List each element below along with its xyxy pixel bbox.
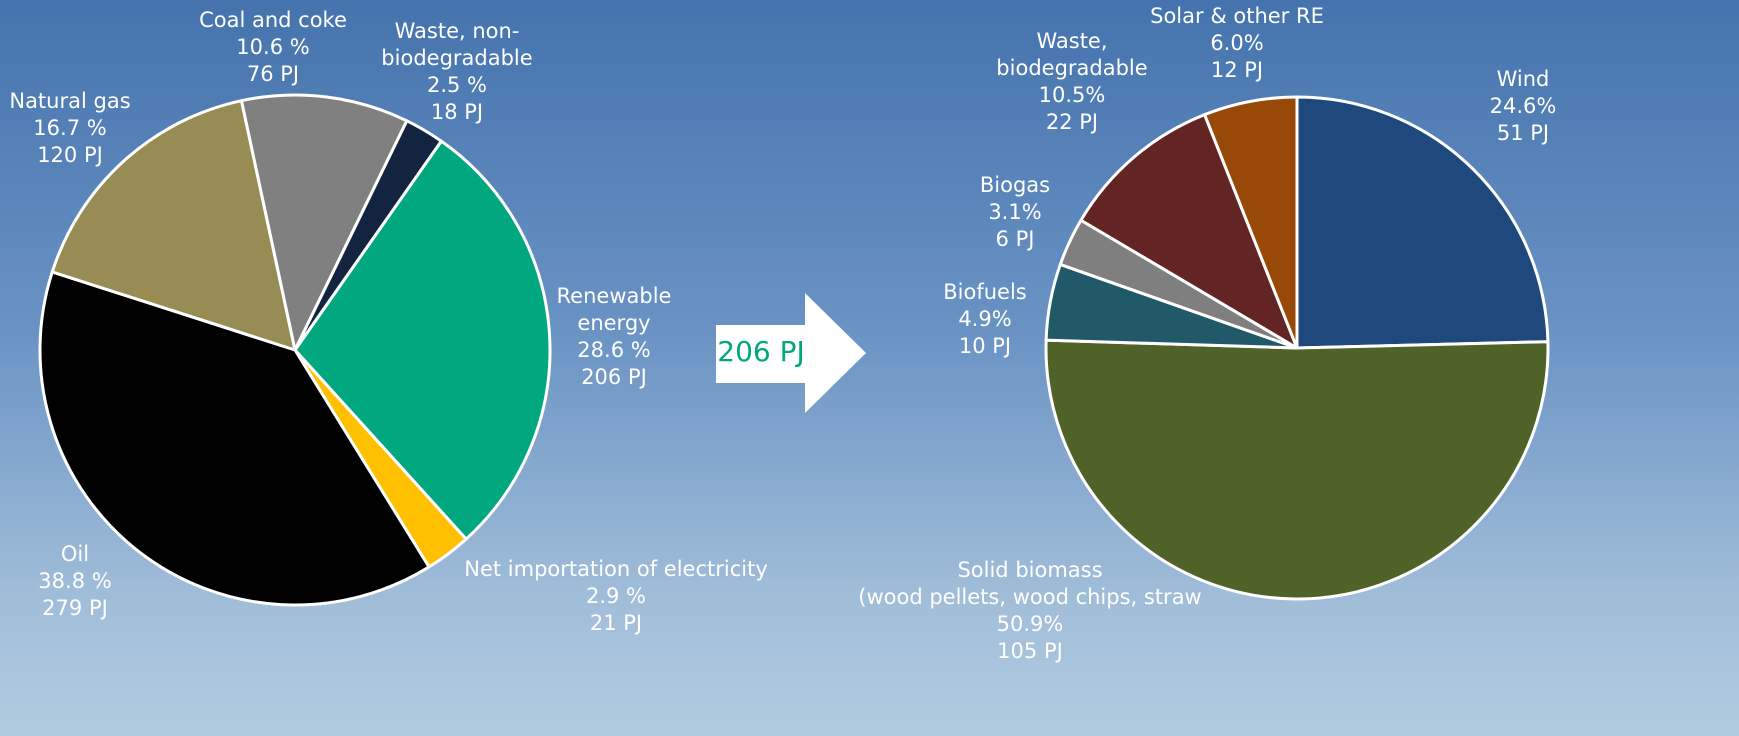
pie-slice <box>1203 95 1299 350</box>
category-label: Coal and coke <box>199 8 347 32</box>
slice-label: Net importation of electricity 2.9 % 21 PJ <box>464 556 768 637</box>
slice-label: Biogas 3.1% 6 PJ <box>980 172 1050 253</box>
category-label: Renewable energy <box>556 284 672 335</box>
pie-slice <box>239 93 409 352</box>
pie-slice <box>293 139 552 541</box>
pie-slice <box>1044 338 1550 601</box>
category-label: Oil <box>60 542 90 566</box>
percent-label: 38.8 % <box>38 569 112 593</box>
arrow <box>716 293 866 413</box>
percent-label: 6.0% <box>1210 31 1264 55</box>
pie-slice <box>50 99 297 352</box>
slice-label: Natural gas 16.7 % 120 PJ <box>9 88 130 169</box>
slice-label: Renewable energy 28.6 % 206 PJ <box>557 283 672 391</box>
slice-label: Coal and coke 10.6 % 76 PJ <box>199 7 347 88</box>
energy-label: 6 PJ <box>995 227 1035 251</box>
category-label: Natural gas <box>9 89 131 113</box>
energy-label: 21 PJ <box>589 611 643 635</box>
energy-label: 120 PJ <box>37 143 103 167</box>
pie-slice <box>38 270 431 607</box>
category-label: Wind <box>1496 67 1550 91</box>
energy-label: 206 PJ <box>581 365 647 389</box>
slice-label: Biofuels 4.9% 10 PJ <box>943 279 1027 360</box>
category-label: Net importation of electricity <box>464 557 768 581</box>
slice-label: Oil 38.8 % 279 PJ <box>38 541 111 622</box>
percent-label: 16.7 % <box>33 116 107 140</box>
energy-label: 18 PJ <box>430 100 484 124</box>
percent-label: 4.9% <box>958 307 1012 331</box>
energy-label: 105 PJ <box>997 639 1063 663</box>
energy-label: 279 PJ <box>42 596 108 620</box>
percent-label: 3.1% <box>988 200 1042 224</box>
percent-label: 28.6 % <box>577 338 651 362</box>
energy-label: 76 PJ <box>246 62 300 86</box>
energy-label: 22 PJ <box>1045 110 1099 134</box>
percent-label: 10.5% <box>1038 83 1106 107</box>
percent-label: 50.9% <box>996 612 1064 636</box>
category-label: Waste, non- biodegradable <box>381 19 533 70</box>
category-label: Waste, biodegradable <box>996 29 1148 80</box>
pie-slice <box>293 119 443 352</box>
percent-label: 24.6% <box>1489 94 1557 118</box>
slice-label: Solar & other RE 6.0% 12 PJ <box>1150 3 1324 84</box>
slice-label: Wind 24.6% 51 PJ <box>1490 66 1557 147</box>
percent-label: 2.9 % <box>585 584 647 608</box>
pie-slice <box>1079 113 1299 350</box>
slice-label: Waste, biodegradable 10.5% 22 PJ <box>996 28 1147 136</box>
energy-label: 51 PJ <box>1496 121 1550 145</box>
slice-label: Solid biomass (wood pellets, wood chips,… <box>858 557 1201 665</box>
energy-label: 10 PJ <box>958 334 1012 358</box>
category-label: Biofuels <box>943 280 1027 304</box>
arrow-label: 206 PJ <box>717 335 805 368</box>
category-label: Biogas <box>979 173 1051 197</box>
slice-label: Waste, non- biodegradable 2.5 % 18 PJ <box>381 18 532 126</box>
category-label: Solid biomass (wood pellets, wood chips,… <box>858 558 1202 609</box>
energy-label: 12 PJ <box>1210 58 1264 82</box>
percent-label: 2.5 % <box>426 73 488 97</box>
percent-label: 10.6 % <box>236 35 310 59</box>
category-label: Solar & other RE <box>1150 4 1324 28</box>
pie-slice <box>1295 95 1550 350</box>
